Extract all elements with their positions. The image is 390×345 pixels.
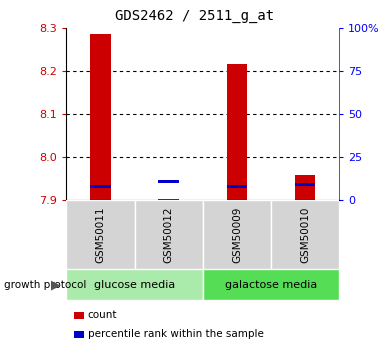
Bar (203, 200, 271, 269)
Text: GSM50010: GSM50010 (300, 206, 310, 263)
Text: growth protocol: growth protocol (4, 280, 86, 289)
Bar (227, 64, 247, 200)
Text: count: count (88, 310, 117, 320)
Text: ▶: ▶ (51, 278, 60, 291)
Bar (227, 185, 247, 188)
Bar (90, 34, 111, 200)
Bar (135, 200, 203, 269)
Text: percentile rank within the sample: percentile rank within the sample (88, 329, 264, 339)
Text: GSM50009: GSM50009 (232, 206, 242, 263)
Text: glucose media: glucose media (94, 280, 175, 289)
Text: GSM50011: GSM50011 (96, 206, 105, 263)
Bar (158, 199, 179, 200)
Text: GSM50012: GSM50012 (164, 206, 174, 263)
Text: GDS2462 / 2511_g_at: GDS2462 / 2511_g_at (115, 9, 275, 23)
Text: galactose media: galactose media (225, 280, 317, 289)
Bar (158, 180, 179, 183)
Bar (203, 269, 339, 300)
Bar (66, 269, 203, 300)
Bar (295, 175, 316, 200)
Bar (295, 183, 316, 186)
Bar (271, 200, 339, 269)
Bar (66, 200, 135, 269)
Bar (90, 185, 111, 188)
